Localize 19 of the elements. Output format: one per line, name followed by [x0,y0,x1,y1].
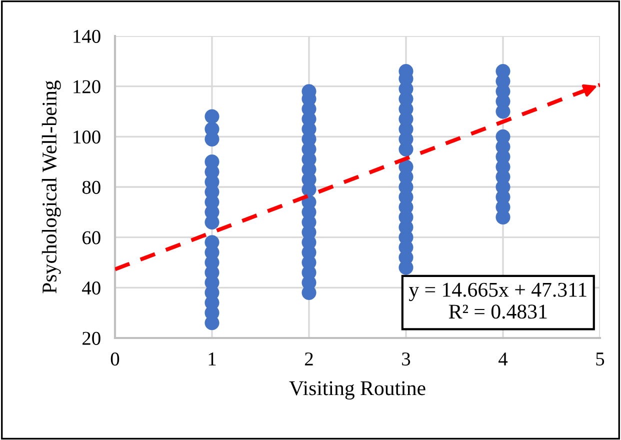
y-tick-label: 40 [82,281,100,295]
x-tick-label: 2 [304,352,313,366]
x-tick-label: 0 [110,352,120,366]
x-tick-label: 4 [498,352,508,366]
y-tick-label: 60 [82,231,100,244]
y-tick-label: 120 [74,80,100,94]
x-axis-title: Visiting Routine [289,381,426,400]
y-tick-label: 100 [74,130,100,144]
x-tick-label: 3 [402,352,410,366]
y-tick-label: 140 [74,30,100,43]
y-axis-title: Psychological Well-being [42,80,61,294]
annotation: y = 14.665x + 47.311 R² = 0.4831 [408,282,586,319]
point [496,129,510,144]
point [204,122,220,136]
x-tick-label: 1 [208,352,216,366]
x-tick-label: 5 [596,352,604,366]
y-tick-label: 80 [82,180,100,194]
y-tick-label: 20 [82,332,100,345]
point [204,109,220,124]
